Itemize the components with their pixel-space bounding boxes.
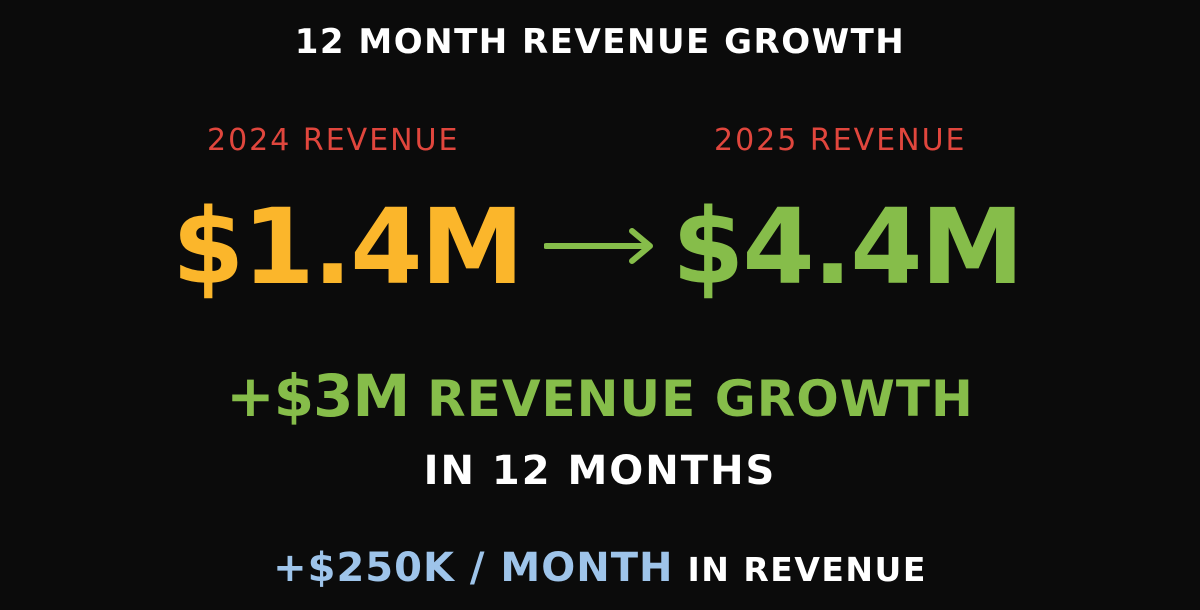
monthly-amount: +$250K / MONTH <box>273 545 674 591</box>
page-title: 12 MONTH REVENUE GROWTH <box>294 22 906 62</box>
monthly-label: IN REVENUE <box>687 550 927 589</box>
growth-period: IN 12 MONTHS <box>423 448 777 494</box>
growth-line: +$3M REVENUE GROWTH <box>0 362 1200 445</box>
growth-amount: +$3M <box>226 362 410 430</box>
monthly-line: +$250K / MONTH IN REVENUE <box>0 544 1200 600</box>
growth-label: REVENUE GROWTH <box>427 370 974 428</box>
right-arrow-icon <box>544 228 653 264</box>
after-year-label: 2025 REVENUE <box>714 123 967 158</box>
before-year-label: 2024 REVENUE <box>207 123 460 158</box>
after-revenue-value: $4.4M <box>672 186 1024 308</box>
before-revenue-value: $1.4M <box>172 186 524 308</box>
